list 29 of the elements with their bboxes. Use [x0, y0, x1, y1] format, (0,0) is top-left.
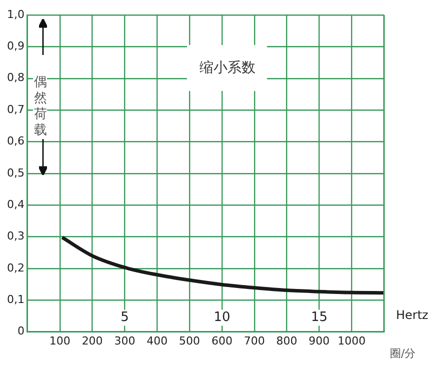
y-tick-label: 0,5 — [6, 166, 24, 180]
text: 缩小系数 — [187, 45, 268, 91]
x-tick-label: 100 — [49, 334, 70, 348]
y-tick-label: 0,4 — [6, 198, 24, 211]
y-tick-label: 1,0 — [6, 8, 24, 21]
x-tick-label: 300 — [114, 334, 136, 348]
x2-tick-label: 10 — [214, 310, 230, 326]
y-tick-label: 0,3 — [6, 230, 24, 243]
x-tick-label: 900 — [308, 334, 330, 348]
x-tick-label: 600 — [211, 334, 232, 348]
x2-axis-title: Hertz — [396, 308, 428, 322]
y-tick-label: 0 — [17, 324, 24, 338]
y-tick-label: 0,1 — [6, 292, 24, 306]
y-tick-label: 0,8 — [6, 71, 24, 84]
x2-tick-label: 5 — [120, 310, 129, 326]
y-axis-title: 偶然荷载 — [33, 73, 48, 141]
y-tick-label: 0,7 — [6, 102, 24, 116]
y-tick-label: 0,6 — [6, 134, 24, 148]
x-tick-label: 800 — [276, 334, 298, 348]
x-tick-label: 1000 — [338, 334, 366, 348]
x2-tick-label: 15 — [310, 310, 328, 326]
x-axis-title: 圈/分 — [390, 346, 416, 361]
y-tick-label: 0,2 — [6, 261, 24, 274]
y-tick-label: 0,9 — [6, 40, 24, 53]
x-tick-label: 200 — [82, 334, 103, 348]
x-tick-label: 700 — [244, 334, 265, 348]
x-tick-label: 500 — [179, 334, 200, 348]
x-tick-label: 400 — [146, 334, 168, 348]
line-series — [60, 236, 384, 295]
